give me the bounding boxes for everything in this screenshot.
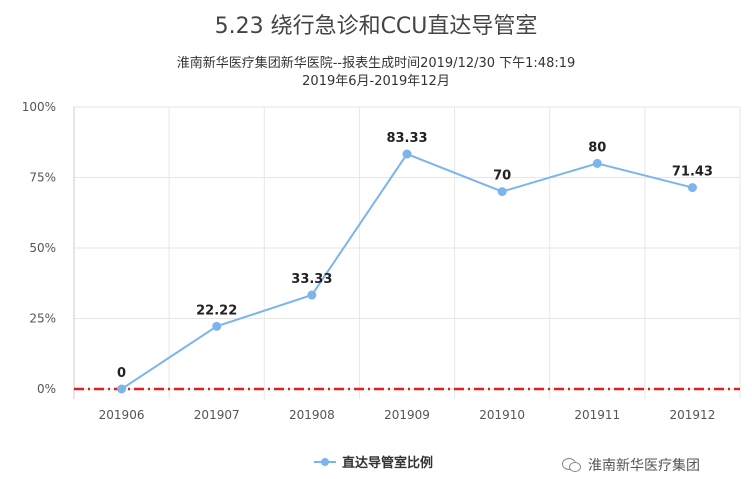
y-tick-label: 50% xyxy=(29,241,56,255)
y-tick-label: 25% xyxy=(29,312,56,326)
y-tick-label: 0% xyxy=(37,382,56,396)
data-point xyxy=(687,183,697,193)
chart-subtitle-report-time: 淮南新华医疗集团新华医院--报表生成时间2019/12/30 下午1:48:19 xyxy=(176,56,576,71)
data-label: 70 xyxy=(493,169,511,184)
data-point xyxy=(117,384,127,394)
y-tick-label: 75% xyxy=(29,171,56,185)
x-axis-ticks: 201906 201907 201908 201909 201910 201911 2019… xyxy=(99,408,716,422)
data-point xyxy=(212,321,222,331)
data-label: 0 xyxy=(117,366,126,381)
x-tick-label: 201909 xyxy=(384,408,430,422)
series-line xyxy=(117,149,697,394)
y-tick-label: 100% xyxy=(22,100,56,114)
watermark-text: 淮南新华医疗集团 xyxy=(588,458,700,474)
x-tick-label: 201910 xyxy=(479,408,525,422)
x-tick-label: 201906 xyxy=(99,408,145,422)
grid-lines xyxy=(73,106,741,399)
series-line-path xyxy=(121,152,693,390)
data-point xyxy=(307,290,317,300)
data-point xyxy=(497,187,507,197)
data-point xyxy=(592,158,602,168)
data-label: 33.33 xyxy=(291,272,332,287)
wechat-icon xyxy=(562,458,582,472)
x-tick-label: 201908 xyxy=(289,408,335,422)
legend-line-marker-icon xyxy=(314,456,336,468)
data-label: 22.22 xyxy=(196,303,237,318)
data-label: 71.43 xyxy=(672,165,713,180)
x-tick-label: 201912 xyxy=(670,408,716,422)
line-chart: 0% 25% 50% 75% 100% 201906 201907 201908 201909… xyxy=(22,100,741,422)
data-point xyxy=(402,149,412,159)
y-axis-ticks: 0% 25% 50% 75% 100% xyxy=(22,100,56,396)
data-labels: 0 22.22 33.33 83.33 70 80 71.43 xyxy=(117,131,713,381)
chart-subtitle-date-range: 2019年6月-2019年12月 xyxy=(302,74,450,89)
chart-title: 5.23 绕行急诊和CCU直达导管室 xyxy=(214,14,538,39)
legend[interactable]: 直达导管室比例 xyxy=(314,452,433,471)
x-tick-label: 201907 xyxy=(194,408,240,422)
data-label: 83.33 xyxy=(386,131,427,146)
x-tick-label: 201911 xyxy=(574,408,620,422)
legend-series-label: 直达导管室比例 xyxy=(342,456,434,471)
data-label: 80 xyxy=(588,140,606,155)
watermark: 淮南新华医疗集团 xyxy=(562,455,700,475)
